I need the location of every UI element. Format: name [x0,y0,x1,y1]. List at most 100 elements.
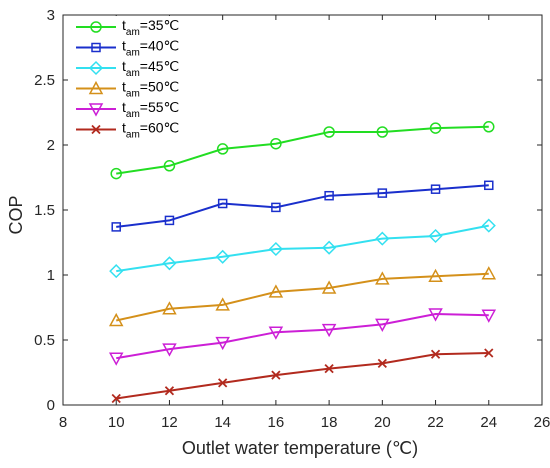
data-point [109,264,124,279]
axes-layer: 8 10 12 14 16 18 20 22 24 26 0 0.5 1 1.5 2 2.5 3 [34,7,550,431]
legend-label: tam=50℃ [122,79,179,100]
data-point [321,323,337,338]
x-tick-label: 26 [534,414,550,431]
series-group [109,218,496,279]
x-tick-label: 24 [480,414,497,431]
data-point [215,297,230,311]
y-tick-label: 0 [47,397,55,414]
data-point [217,198,228,209]
legend-marker [91,124,101,135]
legend-label: tam=45℃ [122,58,179,79]
data-point [429,122,442,134]
legend-label: tam=55℃ [122,99,179,120]
series-group [110,121,495,180]
data-point [428,308,443,322]
data-point [271,370,281,380]
data-point [430,184,441,194]
data-point [162,256,177,271]
data-point [428,228,443,244]
x-tick-label: 10 [108,414,125,431]
legend-label: tam=35℃ [122,17,179,38]
data-point [271,202,281,213]
data-point [375,231,390,246]
legend-entry: tam=45℃ [76,58,179,79]
legend-entry: tam=55℃ [76,99,179,120]
data-point [218,378,228,388]
data-point [110,167,122,180]
data-point [270,137,282,150]
legend-box [70,16,190,145]
series-line [116,312,489,360]
data-point [481,309,497,323]
series-line [116,272,489,322]
legend-entry: tam=50℃ [76,79,179,100]
series-group [111,180,494,232]
series-line [116,184,489,228]
y-tick-label: 3 [47,7,55,24]
x-tick-label: 16 [268,414,285,431]
legend-entry: tam=60℃ [76,120,179,141]
legend-marker [90,21,102,33]
legend-entry: tam=40℃ [76,38,179,59]
data-point [324,363,334,374]
data-point [216,143,229,155]
data-point [268,326,284,340]
series-group [108,308,497,366]
data-point [484,180,494,191]
legend-marker [88,60,104,76]
marker-stroke [484,348,494,358]
data-point [375,271,390,285]
data-point [162,301,177,315]
data-point [428,268,443,283]
series-line [116,125,489,175]
data-point [321,280,337,294]
y-tick-label: 0.5 [34,332,55,349]
data-point [377,358,387,369]
data-point [324,190,334,201]
x-tick-label: 12 [161,414,178,431]
y-tick-label: 1.5 [34,202,55,219]
x-axis-title: Outlet water temperature (℃) [182,438,418,458]
x-tick-label: 14 [214,414,231,431]
data-point [430,349,441,359]
x-tick-label: 20 [374,414,391,431]
marker-stroke [271,370,281,380]
data-point [481,266,497,280]
legend-label: tam=40℃ [122,38,179,59]
marker-stroke [377,358,387,369]
y-tick-label: 2.5 [34,72,55,89]
data-point [377,188,388,198]
data-point [108,352,124,366]
series-group [108,266,497,327]
data-point [162,343,177,357]
data-point [164,215,175,226]
data-point [484,348,494,358]
marker-stroke [430,349,441,359]
data-point [215,336,230,351]
marker-stroke [324,363,334,374]
data-point [323,126,335,138]
series-group [111,348,494,404]
data-point [268,241,283,257]
y-axis-title: COP [6,195,26,234]
marker-stroke [111,393,121,404]
series-line [116,224,489,273]
x-tick-label: 22 [427,414,444,431]
data-point [164,386,175,396]
legend: tam=35℃tam=40℃tam=45℃tam=50℃tam=55℃tam=6… [70,16,190,145]
series-line [116,352,489,400]
data-point [111,393,121,404]
data-point [322,240,337,255]
marker-stroke [91,124,101,135]
data-point [163,160,176,172]
legend-entry: tam=35℃ [76,17,179,38]
y-tick-label: 1 [47,267,55,284]
y-tick-label: 2 [47,137,55,154]
legend-marker [91,42,101,53]
series-layer [108,121,497,404]
legend-label: tam=60℃ [122,120,179,141]
legend-marker [88,103,104,117]
x-tick-label: 18 [321,414,338,431]
marker-stroke [164,386,175,396]
